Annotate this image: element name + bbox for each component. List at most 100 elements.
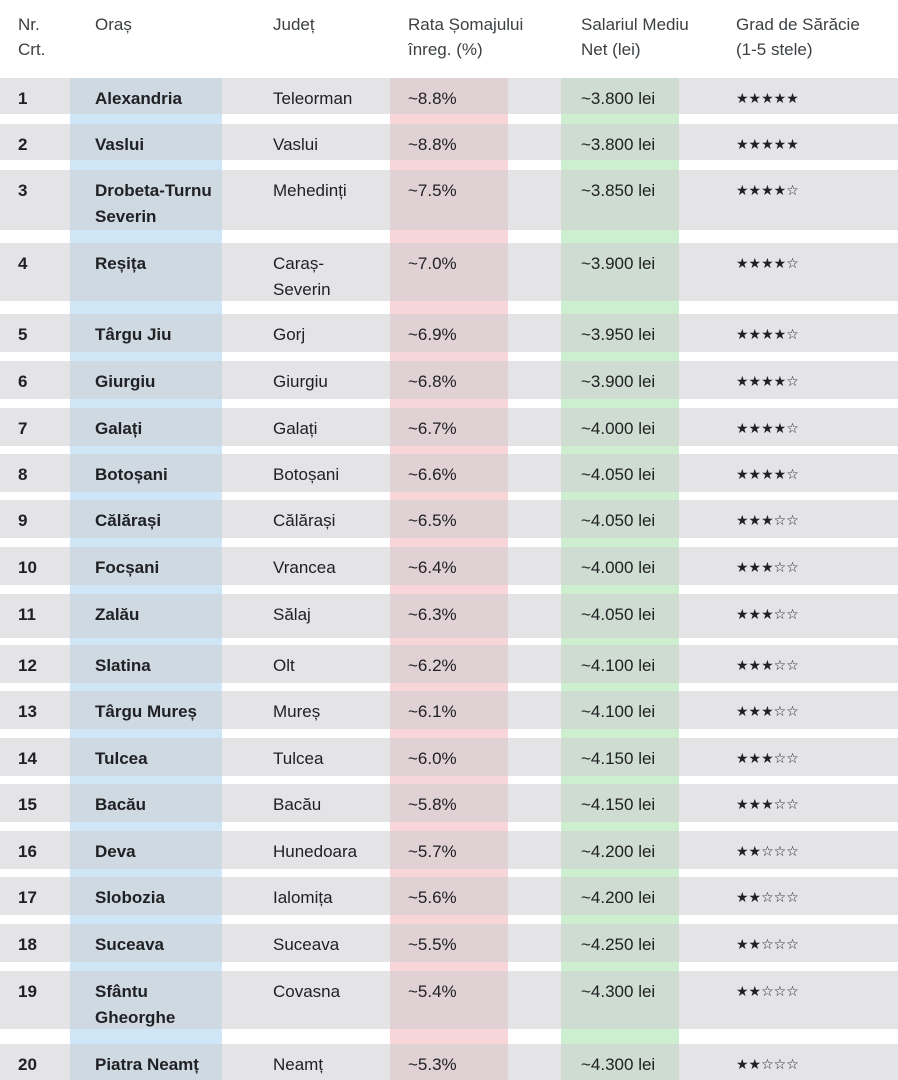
header-poverty-line2: (1-5 stele) bbox=[736, 40, 813, 59]
salary-cell-text: ~3.800 lei bbox=[581, 135, 656, 154]
city-cell-text: Târgu Jiu bbox=[95, 325, 172, 344]
unemployment-cell: ~8.8% bbox=[408, 86, 457, 112]
rank-cell-text: 6 bbox=[18, 372, 28, 391]
header-county: Județ bbox=[273, 15, 315, 34]
city-cell-text: Slatina bbox=[95, 656, 151, 675]
poverty-stars-text: ★★☆☆☆ bbox=[736, 890, 799, 906]
salary-cell-text: ~3.900 lei bbox=[581, 372, 656, 391]
county-cell-text: Gorj bbox=[273, 325, 306, 344]
county-cell: Giurgiu bbox=[273, 369, 383, 395]
rank-cell: 12 bbox=[18, 653, 37, 679]
county-cell: Galați bbox=[273, 416, 383, 442]
table-row: 15 Bacău Bacău ~5.8% ~4.150 lei ★★★☆☆ bbox=[0, 784, 898, 822]
county-cell: Ialomița bbox=[273, 885, 383, 911]
row-background bbox=[0, 361, 898, 399]
city-cell: Sfântu Gheorghe bbox=[95, 979, 235, 1031]
unemployment-cell-text: ~6.0% bbox=[408, 749, 457, 768]
rank-cell-text: 11 bbox=[18, 605, 36, 624]
rank-cell: 18 bbox=[18, 932, 37, 958]
poverty-stars: ★★★★☆ bbox=[736, 322, 799, 348]
poverty-stars-text: ★★☆☆☆ bbox=[736, 1057, 799, 1073]
poverty-stars-text: ★★★☆☆ bbox=[736, 751, 799, 767]
city-cell-text: Suceava bbox=[95, 935, 164, 954]
county-cell-text: Neamț bbox=[273, 1055, 324, 1074]
salary-cell-text: ~4.000 lei bbox=[581, 419, 656, 438]
city-cell: Giurgiu bbox=[95, 369, 235, 395]
county-cell: Vrancea bbox=[273, 555, 383, 581]
poverty-stars: ★★★★☆ bbox=[736, 178, 799, 204]
header-salary-line1: Salariul Mediu bbox=[581, 15, 689, 34]
poverty-stars: ★★★★☆ bbox=[736, 462, 799, 488]
city-cell: Târgu Mureș bbox=[95, 699, 235, 725]
city-cell: Suceava bbox=[95, 932, 235, 958]
row-background bbox=[0, 784, 898, 822]
unemployment-cell-text: ~6.6% bbox=[408, 465, 457, 484]
poverty-stars: ★★★☆☆ bbox=[736, 653, 799, 679]
unemployment-cell: ~6.7% bbox=[408, 416, 457, 442]
salary-cell-text: ~4.100 lei bbox=[581, 702, 656, 721]
salary-cell-text: ~4.050 lei bbox=[581, 511, 656, 530]
poverty-stars: ★★☆☆☆ bbox=[736, 979, 799, 1005]
table-row: 7 Galați Galați ~6.7% ~4.000 lei ★★★★☆ bbox=[0, 408, 898, 446]
salary-cell-text: ~4.250 lei bbox=[581, 935, 656, 954]
city-cell: Bacău bbox=[95, 792, 235, 818]
row-background bbox=[0, 831, 898, 869]
salary-cell: ~4.300 lei bbox=[581, 1052, 655, 1078]
header-unemployment-line2: înreg. (%) bbox=[408, 40, 483, 59]
row-background bbox=[0, 594, 898, 638]
table-row: 3 Drobeta-Turnu Severin Mehedinți ~7.5% ~3.85… bbox=[0, 170, 898, 230]
unemployment-cell-text: ~5.7% bbox=[408, 842, 457, 861]
poverty-stars-text: ★★★☆☆ bbox=[736, 560, 799, 576]
city-cell: Deva bbox=[95, 839, 235, 865]
unemployment-cell: ~5.4% bbox=[408, 979, 457, 1005]
county-cell-text: Vrancea bbox=[273, 558, 336, 577]
county-cell-text: Giurgiu bbox=[273, 372, 328, 391]
county-cell: Caraș- Severin bbox=[273, 251, 383, 303]
rank-cell-text: 4 bbox=[18, 254, 28, 273]
poverty-stars: ★★☆☆☆ bbox=[736, 839, 799, 865]
rank-cell: 5 bbox=[18, 322, 27, 348]
county-cell: Vaslui bbox=[273, 132, 383, 158]
unemployment-cell: ~6.2% bbox=[408, 653, 457, 679]
poverty-stars-text: ★★★★★ bbox=[736, 137, 799, 153]
table-row: 2 Vaslui Vaslui ~8.8% ~3.800 lei ★★★★★ bbox=[0, 124, 898, 160]
city-cell-text: Focșani bbox=[95, 558, 160, 577]
rank-cell: 11 bbox=[18, 602, 36, 628]
rank-cell: 15 bbox=[18, 792, 37, 818]
county-cell: Gorj bbox=[273, 322, 383, 348]
row-background bbox=[0, 314, 898, 352]
county-cell: Hunedoara bbox=[273, 839, 383, 865]
city-cell-text: Reșița bbox=[95, 254, 147, 273]
poverty-stars: ★★★☆☆ bbox=[736, 792, 799, 818]
city-cell-text-line2: Severin bbox=[95, 207, 157, 226]
county-cell: Teleorman bbox=[273, 86, 383, 112]
unemployment-cell-text: ~6.5% bbox=[408, 511, 457, 530]
salary-cell: ~4.050 lei bbox=[581, 602, 655, 628]
city-cell-text: Zalău bbox=[95, 605, 140, 624]
poverty-stars-text: ★★★★★ bbox=[736, 91, 799, 107]
poverty-stars: ★★★★☆ bbox=[736, 369, 799, 395]
unemployment-cell-text: ~5.3% bbox=[408, 1055, 457, 1074]
county-cell: Neamț bbox=[273, 1052, 383, 1078]
table-row: 11 Zalău Sălaj ~6.3% ~4.050 lei ★★★☆☆ bbox=[0, 594, 898, 638]
salary-cell: ~4.050 lei bbox=[581, 462, 655, 488]
county-cell-text: Botoșani bbox=[273, 465, 340, 484]
salary-cell-text: ~4.300 lei bbox=[581, 982, 656, 1001]
salary-cell-text: ~3.950 lei bbox=[581, 325, 656, 344]
poverty-stars-text: ★★★☆☆ bbox=[736, 513, 799, 529]
salary-cell: ~4.300 lei bbox=[581, 979, 655, 1005]
poverty-stars-text: ★★★☆☆ bbox=[736, 607, 799, 623]
table-row: 4 Reșița Caraș- Severin ~7.0% ~3.900 lei ★★★★☆ bbox=[0, 243, 898, 301]
city-cell-text: Sfântu bbox=[95, 982, 148, 1001]
county-cell-text: Suceava bbox=[273, 935, 340, 954]
row-background bbox=[0, 924, 898, 962]
county-cell-text: Caraș- bbox=[273, 254, 325, 273]
rank-cell-text: 5 bbox=[18, 325, 28, 344]
unemployment-cell-text: ~6.2% bbox=[408, 656, 457, 675]
county-cell-text: Galați bbox=[273, 419, 318, 438]
salary-cell-text: ~3.850 lei bbox=[581, 181, 656, 200]
rank-cell: 10 bbox=[18, 555, 37, 581]
poverty-stars: ★★☆☆☆ bbox=[736, 1052, 799, 1078]
rank-cell: 16 bbox=[18, 839, 37, 865]
rank-cell-text: 13 bbox=[18, 702, 37, 721]
